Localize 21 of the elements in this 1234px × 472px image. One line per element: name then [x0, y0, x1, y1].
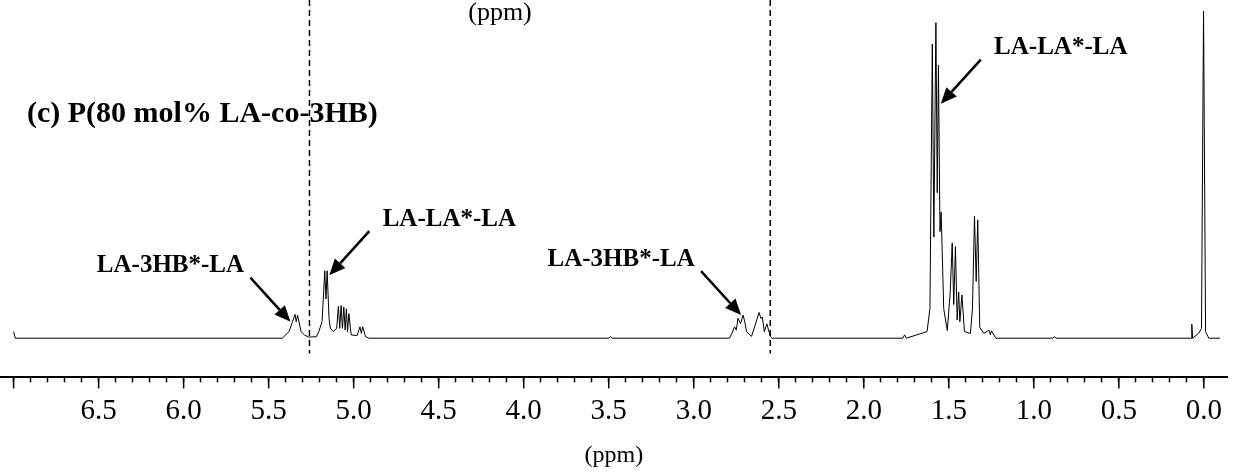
x-tick-label: 3.0 [675, 393, 712, 426]
x-tick-label: 5.0 [335, 393, 372, 426]
annotation: LA-3HB*-LA [96, 250, 245, 278]
x-tick-label: 0.0 [1185, 393, 1222, 426]
x-tick-label: 5.5 [250, 393, 287, 426]
x-tick-label: 2.0 [845, 393, 882, 426]
x-tick-label: 1.0 [1015, 393, 1052, 426]
x-tick-label: 2.5 [760, 393, 797, 426]
x-tick-label: 6.5 [80, 393, 117, 426]
annotation: LA-LA*-LA [994, 32, 1128, 60]
x-tick-label: 3.5 [590, 393, 627, 426]
annotation: (ppm) [468, 0, 532, 26]
annotation: LA-LA*-LA [382, 203, 516, 231]
x-axis-title: (ppm) [584, 440, 644, 467]
text: (c) P(80 mol% LA-co-3HB) [27, 95, 378, 129]
x-tick-label: 4.0 [505, 393, 542, 426]
x-tick-label: 4.5 [420, 393, 457, 426]
annotation: LA-3HB*-LA [547, 243, 695, 271]
x-tick-label: 6.0 [165, 393, 202, 426]
x-tick-label: 0.5 [1100, 393, 1137, 426]
x-tick-label: 1.5 [930, 393, 967, 426]
